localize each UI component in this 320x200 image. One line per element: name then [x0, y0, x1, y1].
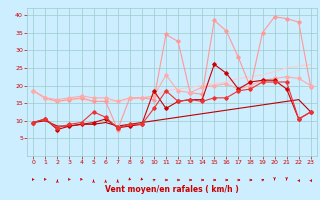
X-axis label: Vent moyen/en rafales ( km/h ): Vent moyen/en rafales ( km/h ) [105, 185, 239, 194]
